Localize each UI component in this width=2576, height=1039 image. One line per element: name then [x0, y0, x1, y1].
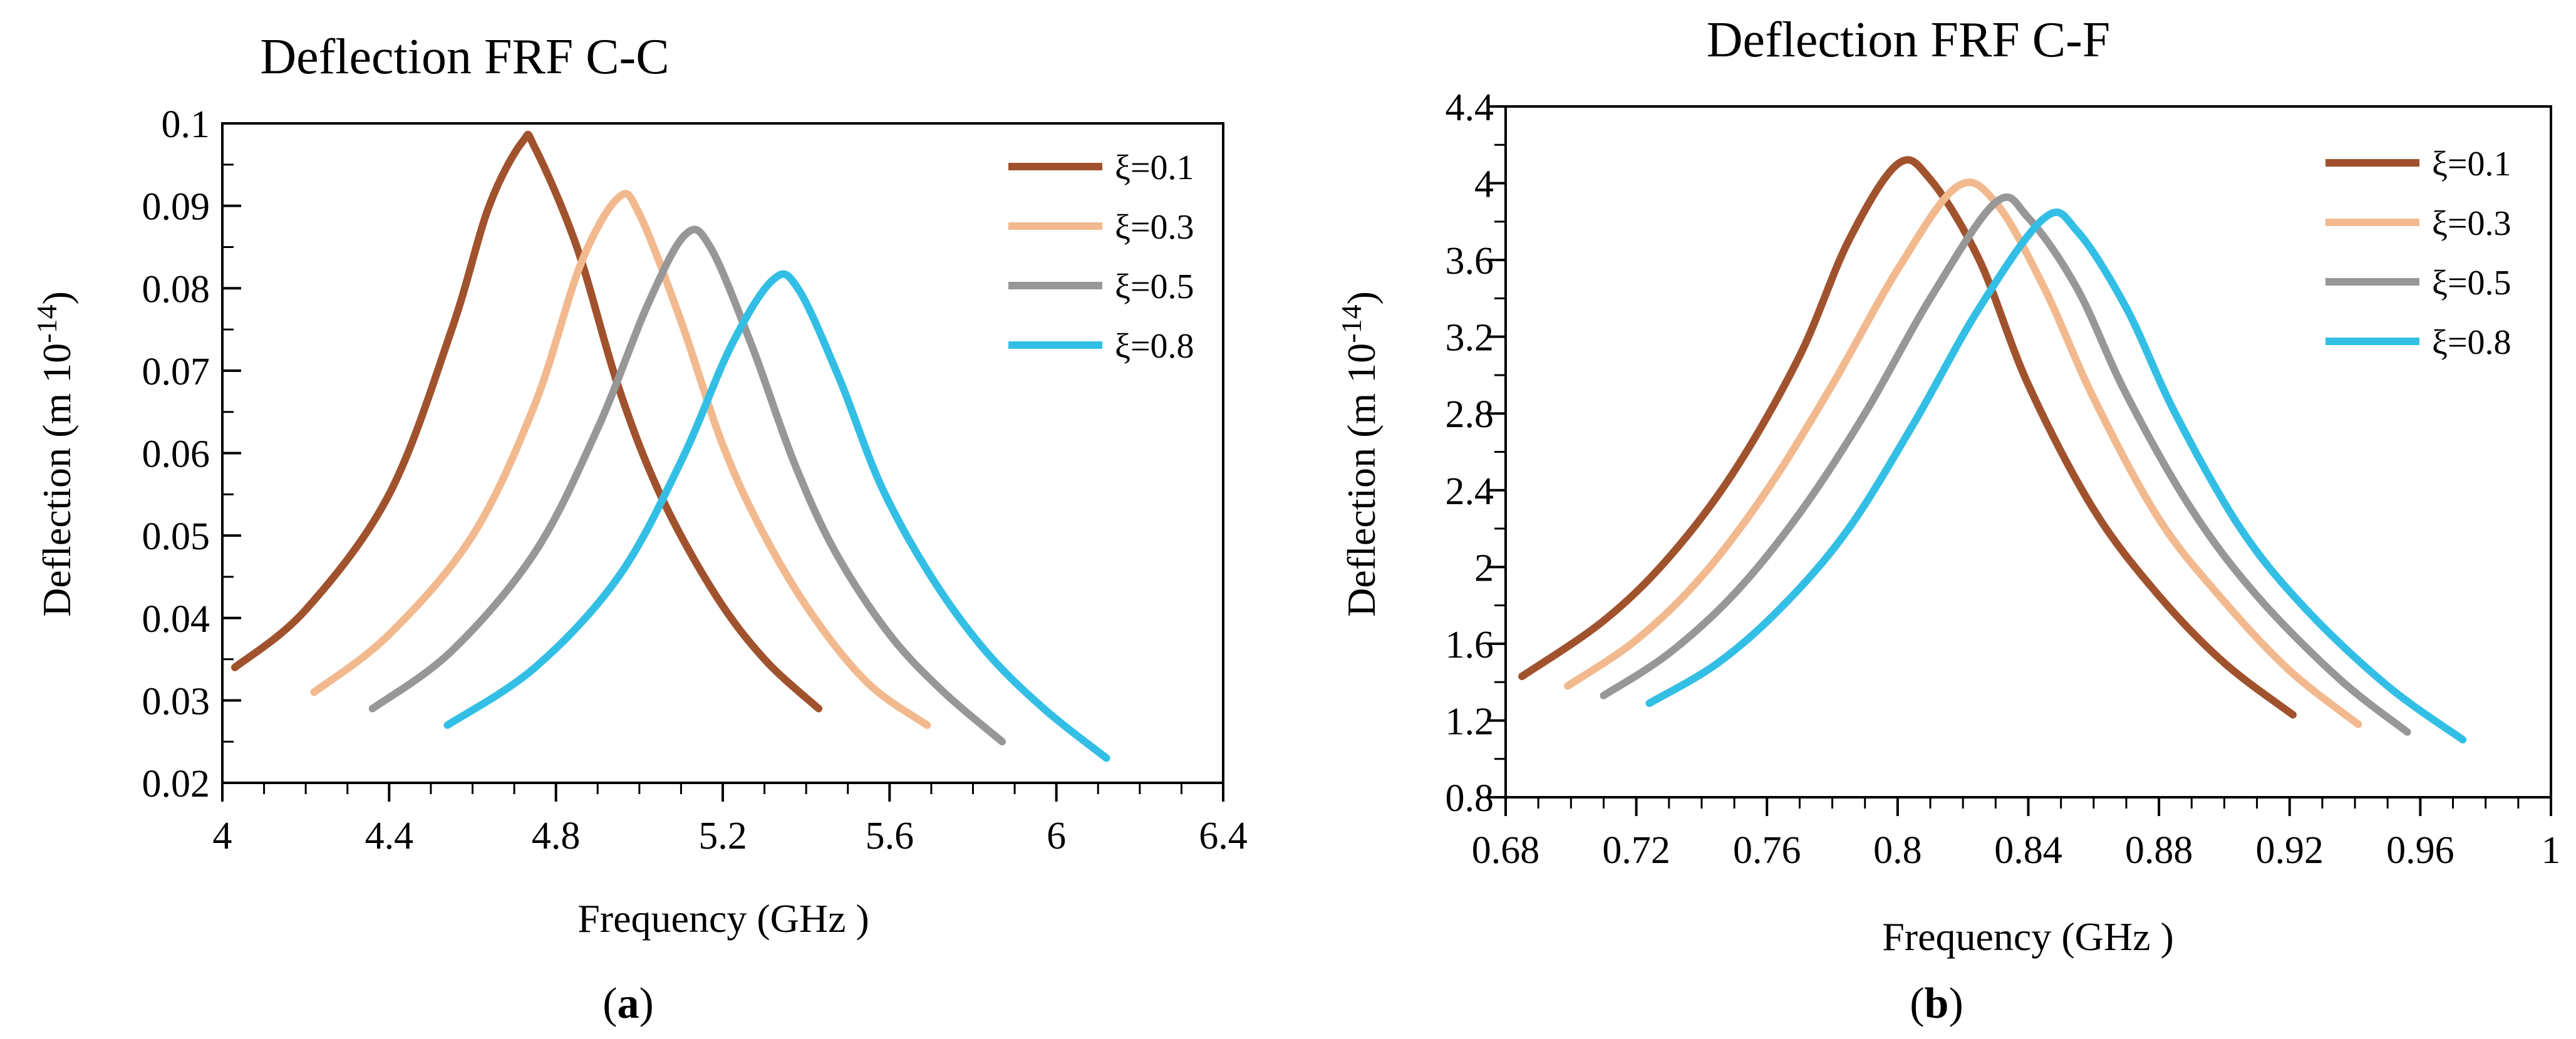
x-tick-label: 0.8: [1873, 829, 1922, 872]
y-tick-label: 0.09: [142, 186, 210, 229]
y-tick-label: 2: [1474, 547, 1494, 589]
chart-panel-b: Deflection FRF C-F Frequency (GHz ) Defl…: [1335, 13, 2561, 1028]
series-line: [1645, 208, 2467, 744]
panel-caption: (a): [603, 980, 654, 1028]
panel-caption-close: ): [639, 980, 654, 1028]
x-tick-label: 6.4: [1199, 815, 1248, 857]
y-tick-label: 1.2: [1446, 700, 1494, 743]
y-tick-label: 0.05: [142, 515, 210, 558]
x-tick-label: 4: [213, 815, 232, 857]
series-line: [368, 225, 1006, 746]
y-axis-label-close: ): [34, 291, 79, 304]
series-line: [1564, 178, 2362, 728]
y-axis-label-text: Deflection (m 10: [1339, 343, 1384, 617]
x-axis-label: Frequency (GHz ): [577, 896, 869, 941]
panel-caption: (b): [1910, 980, 1963, 1028]
legend-label: ξ=0.5: [2432, 264, 2511, 302]
y-tick-label: 2.4: [1446, 470, 1494, 513]
x-tick-label: 0.88: [2125, 829, 2193, 872]
chart-panel-a: Deflection FRF C-C Frequency (GHz ) Defl…: [31, 29, 1248, 1028]
x-tick-label: 0.68: [1472, 829, 1540, 872]
panel-caption-letter: a: [618, 980, 639, 1028]
x-tick-label: 5.2: [698, 815, 747, 857]
y-tick-label: 0.03: [142, 680, 210, 723]
chart-title: Deflection FRF C-C: [260, 29, 669, 85]
legend-label: ξ=0.8: [2432, 323, 2511, 362]
x-tick-label: 1: [2542, 829, 2561, 872]
x-tick-label: 0.84: [1994, 829, 2062, 872]
y-tick-label: 0.02: [142, 763, 210, 805]
y-tick-label: 0.1: [162, 103, 210, 146]
y-axis-label-close: ): [1339, 291, 1384, 304]
y-tick-label: 4: [1474, 163, 1494, 206]
x-tick-label: 4.8: [532, 815, 581, 857]
y-tick-label: 0.8: [1446, 777, 1494, 820]
x-tick-label: 0.92: [2256, 829, 2324, 872]
legend-label: ξ=0.5: [1115, 267, 1194, 306]
x-tick-label: 4.4: [365, 815, 414, 857]
y-tick-label: 0.08: [142, 268, 210, 311]
x-tick-label: 0.76: [1733, 829, 1801, 872]
x-tick-label: 0.72: [1602, 829, 1670, 872]
panel-caption-letter: b: [1925, 980, 1949, 1028]
series-line: [231, 130, 823, 713]
series-line: [310, 190, 931, 729]
panel-caption-open: (: [1910, 980, 1924, 1028]
legend-label: ξ=0.3: [2432, 204, 2511, 243]
series-line: [1518, 156, 2297, 719]
legend-label: ξ=0.8: [1115, 327, 1194, 366]
chart-title: Deflection FRF C-F: [1707, 13, 2110, 68]
series-line: [443, 270, 1110, 762]
y-tick-label: 2.8: [1446, 393, 1494, 436]
y-axis-label-exponent: -14: [1335, 304, 1367, 343]
y-tick-label: 4.4: [1446, 86, 1494, 129]
y-axis-label-exponent: -14: [31, 304, 63, 343]
x-tick-label: 0.96: [2386, 829, 2454, 872]
x-axis-label: Frequency (GHz ): [1882, 914, 2174, 959]
y-axis-label: Deflection (m 10-14): [31, 291, 79, 617]
y-tick-label: 1.6: [1446, 624, 1494, 666]
legend-label: ξ=0.3: [1115, 208, 1194, 247]
panel-caption-close: ): [1948, 980, 1963, 1028]
y-tick-label: 3.2: [1446, 317, 1494, 359]
panel-caption-open: (: [603, 980, 617, 1028]
x-tick-label: 5.6: [866, 815, 914, 857]
y-tick-label: 0.04: [142, 598, 210, 641]
y-tick-label: 3.6: [1446, 240, 1494, 282]
y-tick-label: 0.07: [142, 351, 210, 393]
legend-label: ξ=0.1: [1115, 148, 1194, 187]
y-axis-label: Deflection (m 10-14): [1335, 291, 1384, 617]
x-tick-label: 6: [1047, 815, 1066, 857]
y-axis-label-text: Deflection (m 10: [34, 343, 79, 617]
series-line: [1600, 193, 2411, 736]
y-tick-label: 0.06: [142, 433, 210, 476]
legend-label: ξ=0.1: [2432, 145, 2511, 184]
